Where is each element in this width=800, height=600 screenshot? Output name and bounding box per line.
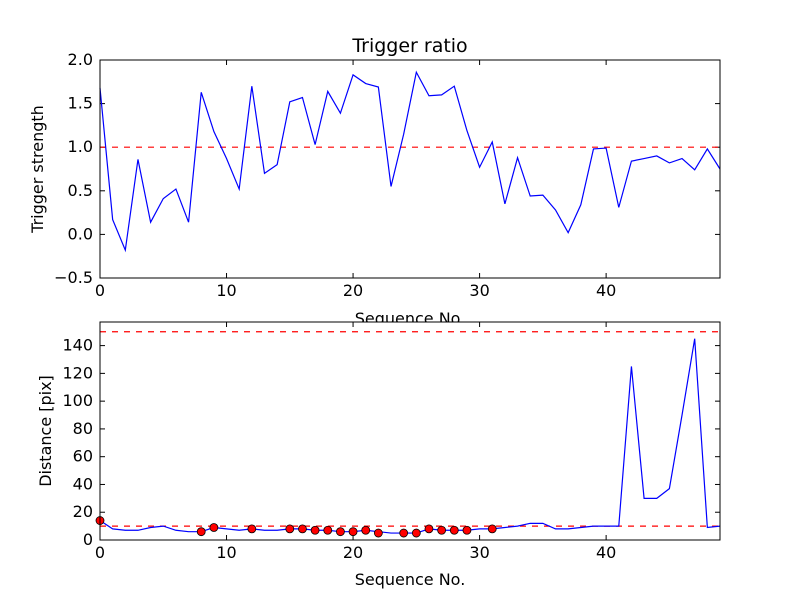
trigger-xtick-label: 30: [469, 281, 489, 300]
distance-trigger-marker: [336, 527, 345, 537]
trigger-ytick-label: 2.0: [68, 50, 93, 69]
distance-trigger-marker: [462, 525, 472, 535]
distance-trigger-marker: [373, 528, 383, 538]
trigger-ytick-label: 0.0: [68, 224, 93, 243]
distance-xtick-label: 30: [469, 543, 489, 562]
trigger-ratio-plot: Trigger ratio Sequence No. Trigger stren…: [28, 35, 721, 328]
trigger-axes-border: [99, 59, 721, 279]
trigger-ratio-ylabel: Trigger strength: [28, 105, 47, 234]
trigger-xtick-label: 20: [343, 281, 363, 300]
distance-xtick-label: 40: [596, 543, 616, 562]
trigger-ratio-title: Trigger ratio: [351, 35, 467, 57]
trigger-xtick-label: 0: [95, 281, 105, 300]
distance-axes: [99, 321, 721, 541]
trigger-ytick-label: 1.0: [68, 137, 93, 156]
distance-ytick-label: 40: [73, 474, 93, 493]
distance-ytick-label: 60: [73, 447, 93, 466]
distance-ytick-label: 100: [62, 391, 93, 410]
distance-xtick-label: 20: [343, 543, 363, 562]
distance-xlabel: Sequence No.: [355, 570, 466, 589]
distance-plot: Sequence No. Distance [pix] 0 10 20 30 40 0 20…: [36, 321, 721, 589]
trigger-ytick-label: 1.5: [68, 94, 93, 113]
distance-trigger-marker: [399, 528, 409, 538]
distance-trigger-marker: [424, 524, 434, 534]
distance-trigger-marker: [310, 525, 320, 535]
distance-ytick-label: 120: [62, 363, 93, 382]
distance-ytick-label: 80: [73, 419, 93, 438]
distance-ytick-label: 140: [62, 336, 93, 355]
distance-trigger-marker: [323, 525, 333, 535]
trigger-ratio-axes: [99, 59, 721, 279]
distance-ytick-label: 20: [73, 502, 93, 521]
distance-ytick-label: 0: [83, 530, 93, 549]
distance-axes-border: [99, 321, 721, 541]
distance-trigger-marker: [247, 524, 257, 534]
trigger-series-line: [99, 70, 721, 253]
distance-trigger-marker: [437, 525, 447, 535]
distance-trigger-marker: [411, 528, 421, 538]
distance-trigger-marker: [487, 524, 497, 534]
distance-xtick-label: 0: [95, 543, 105, 562]
trigger-xtick-label: 10: [216, 281, 236, 300]
distance-trigger-marker: [196, 527, 206, 537]
distance-trigger-marker: [298, 524, 307, 534]
distance-trigger-marker: [449, 525, 459, 535]
trigger-ytick-label: −0.5: [54, 268, 93, 287]
distance-trigger-marker: [361, 525, 371, 535]
distance-ylabel: Distance [pix]: [36, 375, 55, 487]
trigger-xtick-label: 40: [596, 281, 616, 300]
distance-trigger-marker: [348, 527, 358, 537]
distance-xtick-label: 10: [216, 543, 236, 562]
distance-trigger-marker: [285, 524, 295, 534]
trigger-ytick-label: 0.5: [68, 181, 93, 200]
distance-trigger-marker: [209, 523, 219, 532]
